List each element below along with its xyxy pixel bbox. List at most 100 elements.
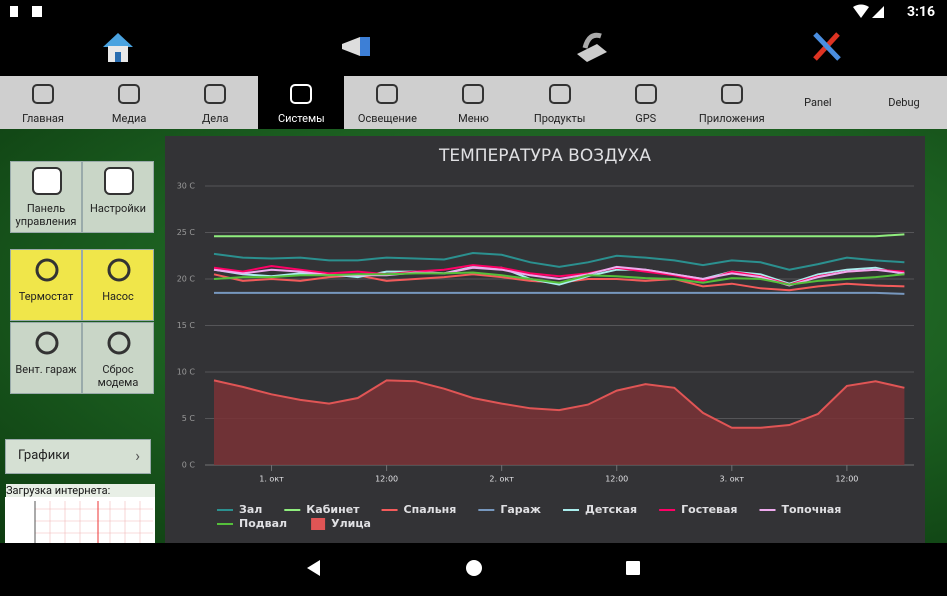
y-tick-label: 5 C [182, 414, 196, 423]
tab-label: Главная [22, 112, 64, 125]
legend-label: Подвал [239, 517, 287, 530]
tab-label: Debug [888, 96, 920, 109]
area-fill [214, 380, 905, 465]
side-button-label: Панель управления [15, 202, 77, 228]
icon-shape [35, 331, 59, 355]
back-button[interactable] [307, 560, 320, 576]
tab[interactable]: Меню [430, 76, 516, 129]
tab-icon [548, 84, 571, 104]
checkbox [32, 167, 62, 195]
temperature-chart: ТЕМПЕРАТУРА ВОЗДУХА 0 C 5 C 10 C 15 C 20 C 25… [165, 136, 925, 543]
tab-icon-shape [204, 84, 227, 104]
scanner-icon[interactable] [575, 30, 609, 64]
tab-icon-shape [290, 84, 313, 104]
legend-label: Детская [585, 503, 637, 516]
side-button[interactable]: Панель управления [10, 161, 82, 233]
side-icon [107, 258, 131, 282]
tools-icon[interactable] [810, 28, 844, 64]
x-tick-label: 12:00 [605, 475, 628, 484]
x-tick-label: 12:00 [835, 475, 858, 484]
legend-label: Топочная [782, 503, 842, 516]
tab[interactable]: Debug [861, 76, 947, 129]
status-icons [10, 6, 42, 17]
y-tick-label: 10 C [177, 368, 196, 377]
top-icon-bar [0, 24, 947, 76]
tab-icon [462, 84, 485, 104]
y-tick-label: 30 C [177, 182, 196, 191]
x-tick-label: 1. окт [259, 475, 284, 484]
tab[interactable]: Приложения [689, 76, 775, 129]
side-button-label: Настройки [90, 202, 146, 215]
side-button[interactable]: Насос [82, 249, 154, 321]
recents-button[interactable] [626, 561, 640, 575]
tab[interactable]: Дела [172, 76, 258, 129]
side-button[interactable]: Сброс модема [82, 322, 154, 394]
legend-label: Улица [331, 517, 371, 530]
tab-bar: Главная Медиа Дела Системы Освещение Меню Прод… [0, 76, 947, 129]
side-button-label: Сброс модема [97, 363, 139, 389]
tab[interactable]: Освещение [344, 76, 430, 129]
legend-label: Гостевая [681, 503, 737, 516]
side-icon [104, 167, 134, 195]
y-tick-label: 0 C [182, 461, 196, 470]
clock: 3:16 [906, 4, 935, 20]
side-icon [107, 331, 131, 355]
legend-swatch [311, 518, 326, 530]
tab-label: Системы [277, 112, 325, 125]
tab[interactable]: Продукты [517, 76, 603, 129]
tab[interactable]: Главная [0, 76, 86, 129]
tab-icon [634, 84, 657, 104]
tab-icon [204, 84, 227, 104]
graphs-button[interactable]: Графики › [5, 439, 151, 474]
tab[interactable]: Panel [775, 76, 861, 129]
y-tick-label: 15 C [177, 321, 196, 330]
side-button[interactable]: Настройки [82, 161, 154, 233]
series-line [213, 251, 905, 271]
tab-icon-shape [376, 84, 399, 104]
tab-label: Медиа [111, 112, 147, 125]
side-button-label: Вент. гараж [15, 363, 77, 376]
tab[interactable]: Системы [258, 76, 345, 129]
chart-background [165, 136, 925, 543]
y-tick-label: 20 C [177, 275, 196, 284]
side-button[interactable]: Вент. гараж [10, 322, 82, 394]
side-icon [35, 331, 59, 355]
tab-label: Продукты [533, 112, 586, 125]
tab-icon-shape [548, 84, 571, 104]
nav-buttons [307, 560, 640, 576]
series-line [214, 291, 905, 295]
side-button[interactable]: Термостат [10, 249, 82, 321]
legend-label: Кабинет [306, 503, 360, 516]
home-icon[interactable] [100, 30, 136, 64]
tab-label: Дела [202, 112, 229, 125]
internet-mini-chart [5, 497, 155, 543]
tab-icon-shape [118, 84, 141, 104]
tab-label: Меню [458, 112, 489, 125]
legend-label: Гараж [500, 503, 541, 516]
tab[interactable]: GPS [603, 76, 689, 129]
tab-label: Приложения [698, 112, 765, 125]
tab-icon [290, 84, 313, 104]
x-tick-label: 3. окт [720, 475, 745, 484]
x-tick-label: 2. окт [489, 475, 514, 484]
tab-icon-shape [32, 84, 54, 104]
series-line [213, 379, 905, 429]
megaphone-icon[interactable] [340, 34, 374, 60]
icon-shape [107, 258, 131, 282]
side-icon [35, 258, 59, 282]
tab[interactable]: Медиа [86, 76, 172, 129]
icon-shape [107, 331, 131, 355]
tab-icon [376, 84, 399, 104]
tab-icon [32, 84, 54, 104]
navigation-bar [0, 543, 947, 592]
side-button-label: Насос [102, 290, 134, 303]
signal-icons [853, 4, 884, 18]
tab-icon-shape [462, 84, 485, 104]
tab-icon [720, 84, 743, 104]
tab-icon-shape [720, 84, 743, 104]
home-button[interactable] [466, 560, 482, 576]
side-button-label: Термостат [18, 290, 74, 303]
tab-icon [118, 84, 141, 104]
chart-title: ТЕМПЕРАТУРА ВОЗДУХА [438, 146, 651, 166]
